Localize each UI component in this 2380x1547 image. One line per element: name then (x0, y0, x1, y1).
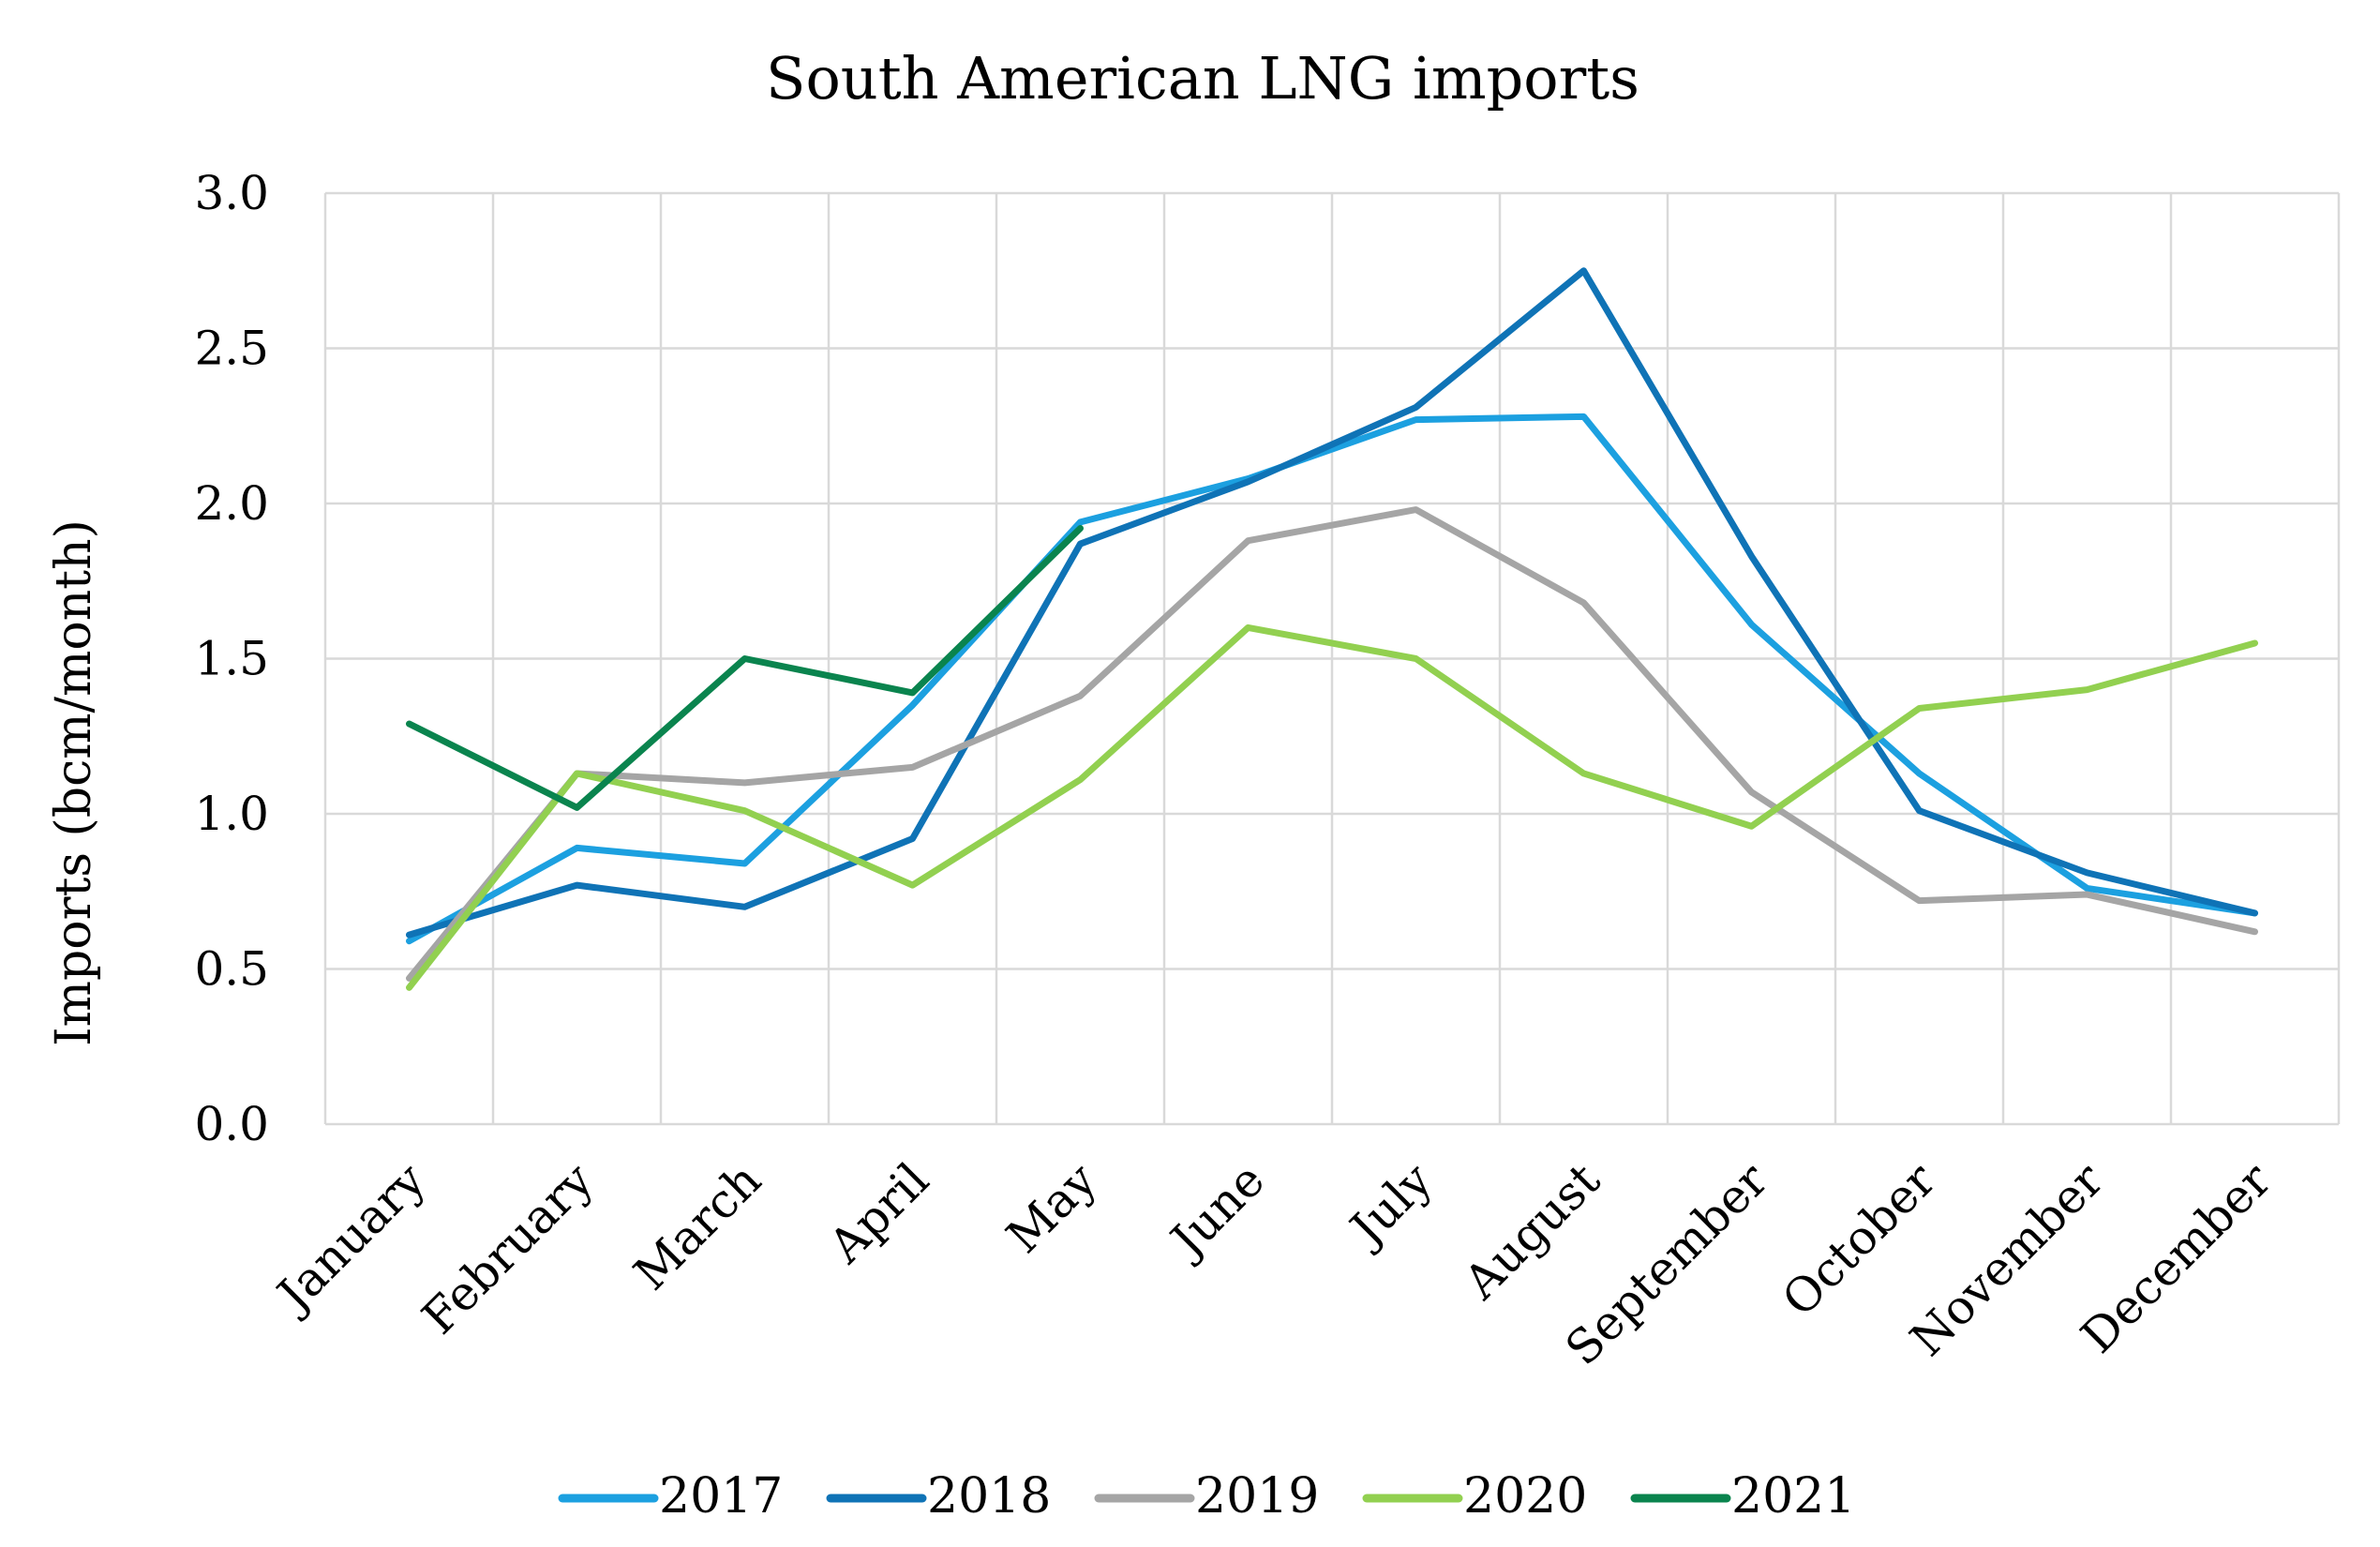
series-line-2018 (406, 267, 2258, 939)
series-line-2017 (406, 413, 2258, 945)
x-tick-label: October (1772, 1152, 1946, 1327)
legend-label: 2017 (659, 1468, 783, 1524)
x-tick-label: January (264, 1152, 437, 1325)
legend-label: 2019 (1195, 1468, 1319, 1524)
legend-item-2017: 2017 (558, 1468, 783, 1524)
x-tick-label: May (996, 1152, 1108, 1264)
legend-item-2019: 2019 (1094, 1468, 1319, 1524)
chart-title: South American LNG imports (766, 44, 1639, 113)
series-line-2019 (406, 506, 2258, 982)
x-tick-label: April (818, 1152, 939, 1273)
legend-label: 2021 (1731, 1468, 1855, 1524)
legend-label: 2018 (927, 1468, 1051, 1524)
y-axis-label: Imports (bcm/month) (46, 519, 102, 1046)
x-tick-label: June (1158, 1152, 1275, 1269)
series-lines (406, 267, 2258, 991)
legend: 2017 2018 2019 2020 2021 (558, 1468, 1855, 1524)
series-line-2020 (406, 623, 2258, 991)
y-tick-label: 3.0 (194, 166, 269, 220)
legend-item-2018: 2018 (826, 1468, 1051, 1524)
x-tick-label: August (1453, 1152, 1610, 1310)
series-line-2021 (406, 524, 1084, 811)
y-axis-ticks: 0.0 0.5 1.0 1.5 2.0 2.5 3.0 (194, 166, 269, 1151)
x-tick-label: March (623, 1152, 771, 1300)
y-tick-label: 0.0 (194, 1097, 269, 1151)
y-tick-label: 2.0 (194, 476, 269, 531)
x-tick-label: February (412, 1152, 604, 1344)
legend-item-2021: 2021 (1630, 1468, 1855, 1524)
gridlines (323, 191, 2341, 1126)
y-tick-label: 2.5 (194, 322, 269, 376)
legend-label: 2020 (1463, 1468, 1587, 1524)
y-tick-label: 1.0 (194, 787, 269, 841)
legend-item-2020: 2020 (1362, 1468, 1587, 1524)
y-tick-label: 1.5 (194, 632, 269, 686)
x-tick-label: July (1337, 1152, 1443, 1258)
y-tick-label: 0.5 (194, 942, 269, 997)
